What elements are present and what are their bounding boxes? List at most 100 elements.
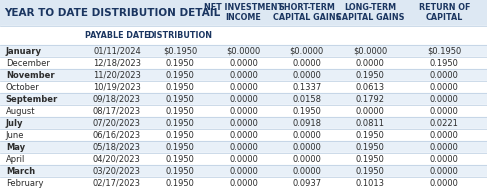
Text: 04/20/2023: 04/20/2023 <box>93 155 141 163</box>
Text: 0.1950: 0.1950 <box>356 143 385 152</box>
Text: 0.0000: 0.0000 <box>229 59 258 68</box>
Text: 0.1792: 0.1792 <box>356 95 385 104</box>
Text: 0.0000: 0.0000 <box>292 167 321 176</box>
Bar <box>0 153 487 165</box>
Text: 0.0000: 0.0000 <box>229 71 258 80</box>
Text: 0.0000: 0.0000 <box>229 143 258 152</box>
Text: 09/18/2023: 09/18/2023 <box>93 95 141 104</box>
Text: 01/11/2024: 01/11/2024 <box>93 47 141 56</box>
Bar <box>0 69 487 81</box>
Text: 0.1950: 0.1950 <box>356 167 385 176</box>
Text: 0.0811: 0.0811 <box>356 119 385 128</box>
Text: 0.1950: 0.1950 <box>166 59 195 68</box>
Text: 0.0000: 0.0000 <box>430 167 459 176</box>
Text: 0.1950: 0.1950 <box>356 155 385 163</box>
Text: 0.0000: 0.0000 <box>430 131 459 140</box>
Bar <box>0 81 487 93</box>
Text: 0.1950: 0.1950 <box>166 143 195 152</box>
Text: 0.1950: 0.1950 <box>166 95 195 104</box>
Text: 08/17/2023: 08/17/2023 <box>93 107 141 116</box>
Text: 0.0000: 0.0000 <box>292 143 321 152</box>
Text: NET INVESTMENT
INCOME: NET INVESTMENT INCOME <box>204 3 283 22</box>
Text: May: May <box>6 143 25 152</box>
Text: 0.0000: 0.0000 <box>356 107 385 116</box>
Text: July: July <box>6 119 23 128</box>
Text: 0.1950: 0.1950 <box>356 71 385 80</box>
Text: 0.0000: 0.0000 <box>229 167 258 176</box>
Text: 0.0000: 0.0000 <box>229 179 258 187</box>
Text: RETURN OF
CAPITAL: RETURN OF CAPITAL <box>419 3 470 22</box>
Text: SHORT-TERM
CAPITAL GAINS: SHORT-TERM CAPITAL GAINS <box>273 3 341 22</box>
Text: November: November <box>6 71 55 80</box>
Bar <box>0 129 487 141</box>
Bar <box>0 105 487 117</box>
Text: 0.0000: 0.0000 <box>356 59 385 68</box>
Text: 0.0000: 0.0000 <box>430 143 459 152</box>
Bar <box>0 177 487 189</box>
Text: 0.1950: 0.1950 <box>430 59 459 68</box>
Text: $0.0000: $0.0000 <box>226 47 261 56</box>
Text: 0.1337: 0.1337 <box>292 83 321 92</box>
Text: 0.1950: 0.1950 <box>166 179 195 187</box>
Text: 0.1950: 0.1950 <box>166 107 195 116</box>
Text: 0.0000: 0.0000 <box>292 71 321 80</box>
Text: 0.0000: 0.0000 <box>229 131 258 140</box>
Text: 0.0000: 0.0000 <box>430 107 459 116</box>
Text: 0.1950: 0.1950 <box>166 155 195 163</box>
Text: 0.0937: 0.0937 <box>292 179 321 187</box>
Text: 10/19/2023: 10/19/2023 <box>93 83 141 92</box>
Text: 11/20/2023: 11/20/2023 <box>93 71 141 80</box>
Text: 03/20/2023: 03/20/2023 <box>93 167 141 176</box>
Bar <box>0 26 487 45</box>
Text: August: August <box>6 107 36 116</box>
Text: September: September <box>6 95 58 104</box>
Text: PAYABLE DATE: PAYABLE DATE <box>85 31 149 40</box>
Text: 0.0000: 0.0000 <box>229 119 258 128</box>
Text: $0.0000: $0.0000 <box>290 47 324 56</box>
Text: December: December <box>6 59 50 68</box>
Text: 0.0000: 0.0000 <box>229 95 258 104</box>
Bar <box>0 117 487 129</box>
Text: $0.1950: $0.1950 <box>427 47 462 56</box>
Text: 0.0000: 0.0000 <box>292 155 321 163</box>
Text: 0.0000: 0.0000 <box>292 59 321 68</box>
Text: April: April <box>6 155 25 163</box>
Text: 0.0158: 0.0158 <box>292 95 321 104</box>
Bar <box>0 165 487 177</box>
Text: 12/18/2023: 12/18/2023 <box>93 59 141 68</box>
Text: June: June <box>6 131 24 140</box>
Text: 0.0000: 0.0000 <box>229 155 258 163</box>
Text: January: January <box>6 47 42 56</box>
Bar <box>0 93 487 105</box>
Text: 0.1950: 0.1950 <box>292 107 321 116</box>
Text: 0.1950: 0.1950 <box>166 119 195 128</box>
Text: YEAR TO DATE DISTRIBUTION DETAIL: YEAR TO DATE DISTRIBUTION DETAIL <box>4 8 220 18</box>
Text: 0.0000: 0.0000 <box>430 155 459 163</box>
Text: March: March <box>6 167 35 176</box>
Text: 0.0000: 0.0000 <box>430 95 459 104</box>
Bar <box>0 45 487 57</box>
Text: LONG-TERM
CAPITAL GAINS: LONG-TERM CAPITAL GAINS <box>336 3 404 22</box>
Text: 0.0918: 0.0918 <box>292 119 321 128</box>
Text: $0.1950: $0.1950 <box>163 47 197 56</box>
Text: 0.0000: 0.0000 <box>229 107 258 116</box>
Text: 05/18/2023: 05/18/2023 <box>93 143 141 152</box>
Text: 0.0000: 0.0000 <box>229 83 258 92</box>
Text: $0.0000: $0.0000 <box>353 47 387 56</box>
Text: 0.1013: 0.1013 <box>356 179 385 187</box>
Text: 06/16/2023: 06/16/2023 <box>93 131 141 140</box>
Text: DISTRIBUTION: DISTRIBUTION <box>148 31 213 40</box>
Text: 0.0000: 0.0000 <box>430 179 459 187</box>
Text: 07/20/2023: 07/20/2023 <box>93 119 141 128</box>
Text: 0.0221: 0.0221 <box>430 119 459 128</box>
Bar <box>0 57 487 69</box>
Text: 0.1950: 0.1950 <box>166 131 195 140</box>
Text: 0.0613: 0.0613 <box>356 83 385 92</box>
Text: 0.0000: 0.0000 <box>292 131 321 140</box>
Text: 0.0000: 0.0000 <box>430 71 459 80</box>
Text: October: October <box>6 83 39 92</box>
Text: 0.0000: 0.0000 <box>430 83 459 92</box>
Text: 0.1950: 0.1950 <box>166 71 195 80</box>
Bar <box>0 0 487 26</box>
Bar <box>0 141 487 153</box>
